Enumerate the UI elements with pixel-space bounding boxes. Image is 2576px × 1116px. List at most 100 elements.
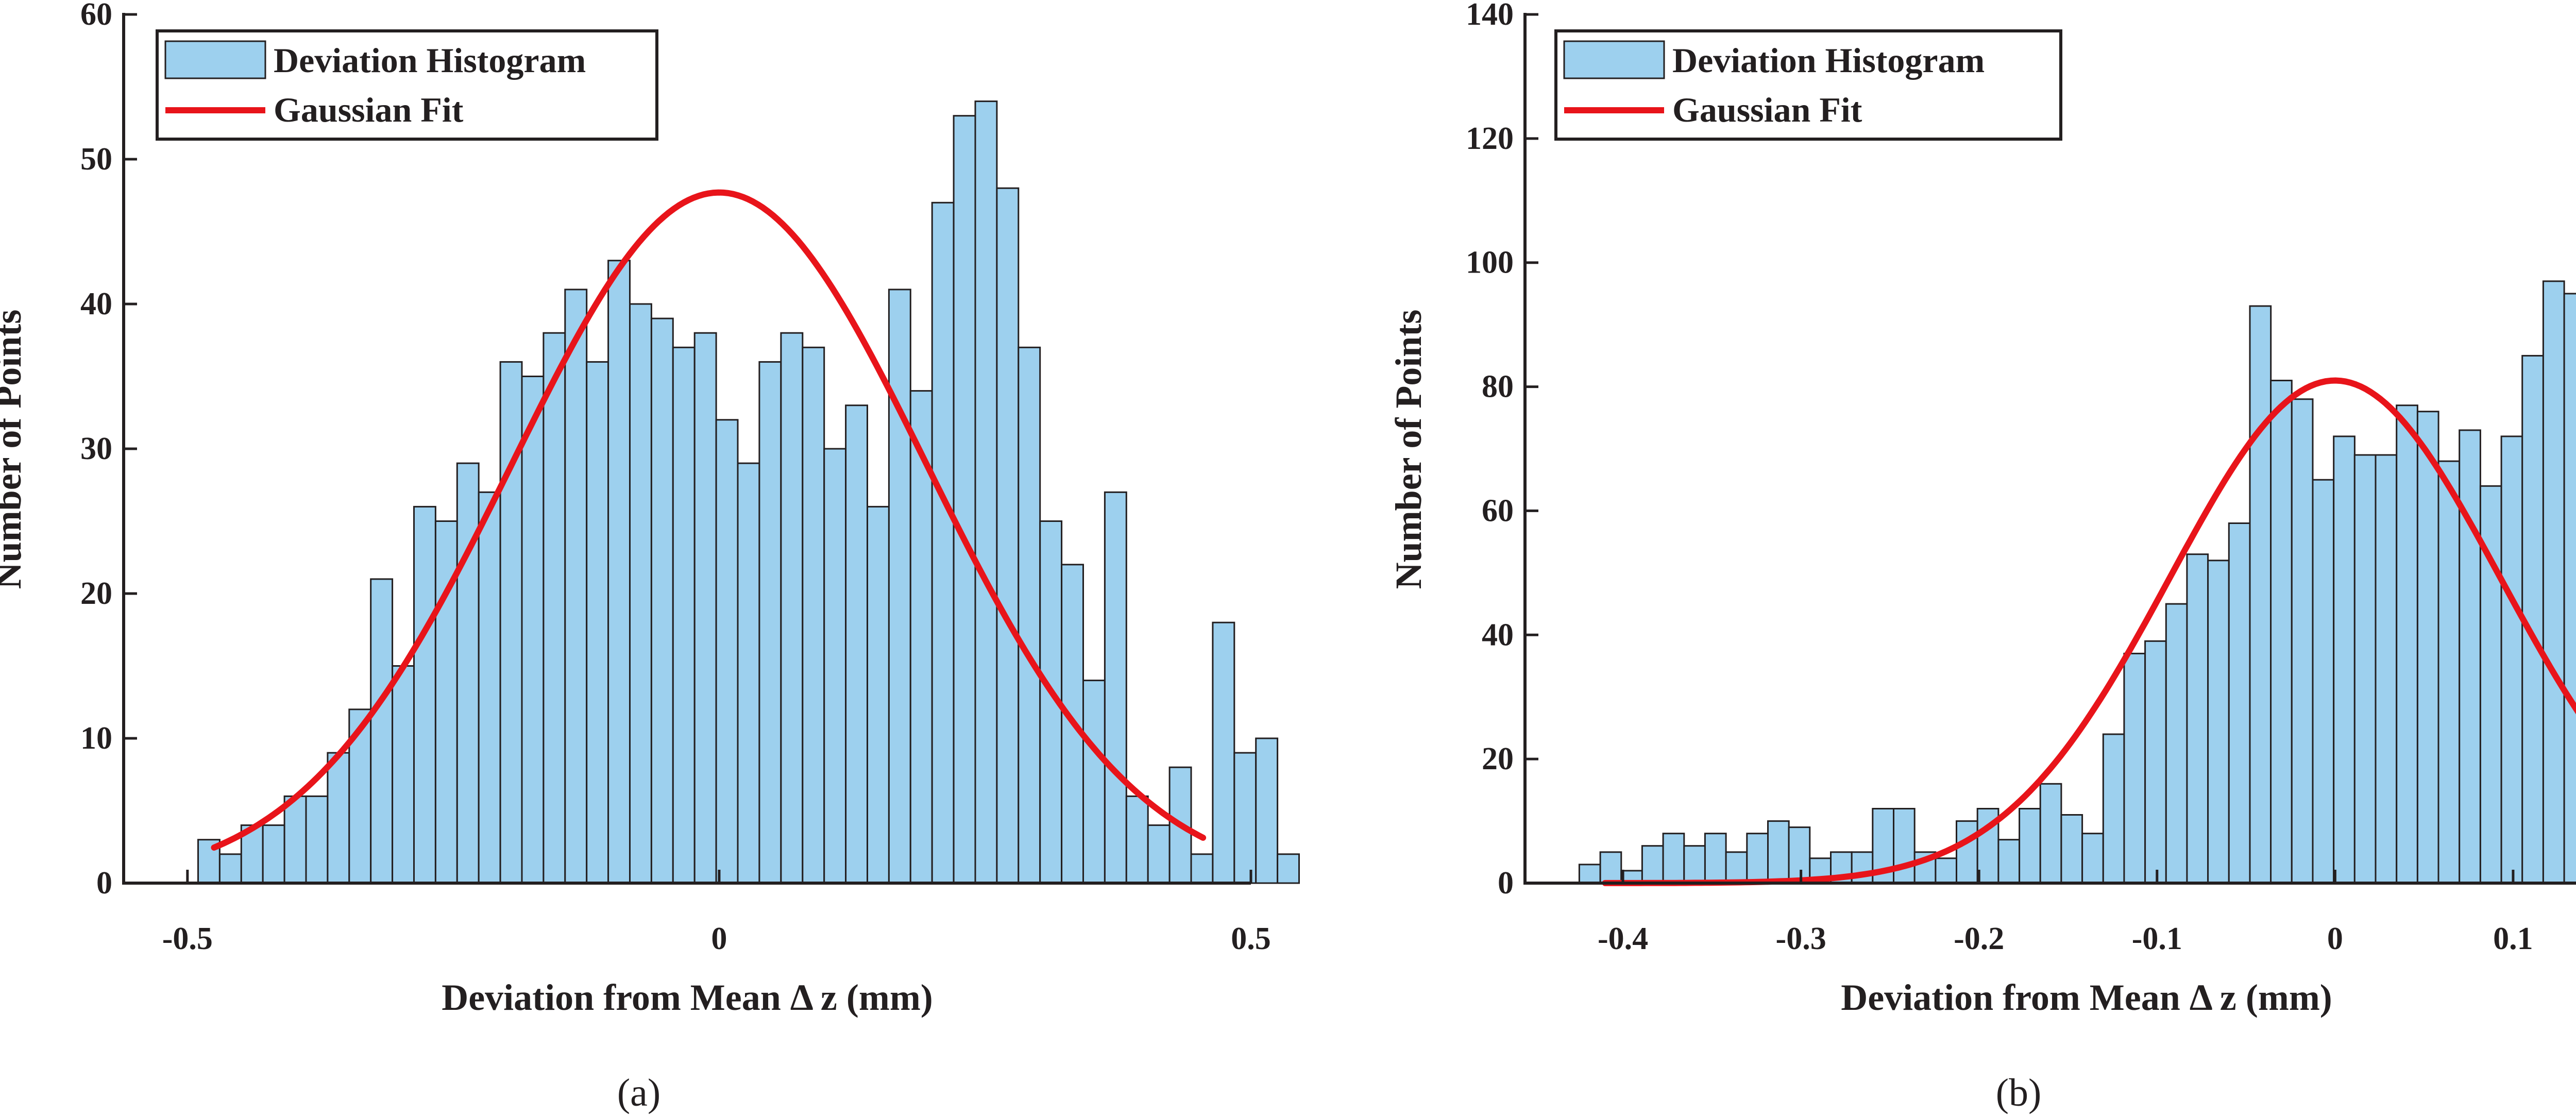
- x-tick-label: -0.2: [1954, 921, 2004, 956]
- x-tick-label: 0: [2327, 921, 2343, 956]
- histogram-bar: [2060, 814, 2083, 884]
- histogram-bar: [262, 824, 285, 884]
- legend-entry-fit: Gaussian Fit: [1672, 90, 1862, 129]
- histogram-bar: [1147, 824, 1171, 884]
- legend-entry-fit: Gaussian Fit: [274, 90, 464, 129]
- histogram-bar: [1104, 491, 1127, 884]
- histogram-bar: [1233, 752, 1257, 884]
- histogram-bar: [564, 289, 588, 884]
- histogram-bar: [2228, 522, 2251, 884]
- legend-entry-histogram: Deviation Histogram: [274, 41, 586, 80]
- histogram-bar: [2207, 560, 2230, 884]
- histogram-bar: [1082, 680, 1106, 884]
- histogram-bar: [370, 578, 394, 884]
- histogram-bar: [2375, 454, 2398, 884]
- y-tick-label: 40: [1482, 617, 1514, 652]
- y-tick-label: 100: [1466, 245, 1514, 280]
- histogram-bar: [456, 462, 480, 884]
- y-tick-label: 60: [80, 0, 112, 32]
- histogram-bar: [2291, 398, 2314, 884]
- histogram-bar: [715, 419, 739, 884]
- histogram-bar: [2353, 454, 2377, 884]
- histogram-bar: [802, 346, 825, 884]
- histogram-bar: [478, 491, 501, 884]
- histogram-bar: [672, 346, 696, 884]
- histogram-bar: [931, 201, 955, 884]
- histogram-bar: [974, 100, 998, 884]
- histogram-bar: [996, 187, 1020, 884]
- histogram-bar: [283, 795, 307, 884]
- histogram-bar: [2186, 553, 2209, 884]
- histogram-bar: [2416, 411, 2439, 884]
- y-tick-label: 120: [1466, 121, 1514, 156]
- histogram-bar: [888, 289, 911, 884]
- y-tick-label: 20: [80, 576, 112, 611]
- histogram-bar: [2144, 640, 2167, 884]
- histogram-bar: [1683, 845, 1706, 884]
- histogram-bar: [1725, 851, 1748, 884]
- histogram-bar: [2081, 833, 2104, 884]
- histogram-bar: [1893, 808, 1916, 884]
- histogram-bar: [392, 665, 415, 884]
- histogram-bar: [2102, 733, 2125, 884]
- y-tick-label: 0: [1498, 866, 1514, 901]
- histogram-bar: [780, 332, 804, 884]
- histogram-bar: [2123, 652, 2146, 884]
- histogram-bars: [197, 100, 1300, 884]
- histogram-bar: [2039, 783, 2062, 884]
- x-tick-label: -0.5: [162, 921, 213, 956]
- histogram-bar: [327, 752, 350, 884]
- y-tick-label: 80: [1482, 369, 1514, 404]
- histogram-bar: [737, 462, 760, 884]
- legend-entry-histogram: Deviation Histogram: [1672, 41, 1985, 80]
- histogram-bar: [2333, 435, 2355, 884]
- y-tick-label: 30: [80, 431, 112, 466]
- histogram-bar: [1935, 857, 1958, 884]
- histogram-bar: [499, 361, 523, 884]
- x-axis-title: Deviation from Mean Δ z (mm): [1841, 977, 2332, 1018]
- histogram-bar: [823, 448, 847, 884]
- histogram-bar: [693, 332, 717, 884]
- histogram-bar: [867, 505, 890, 884]
- histogram-bar: [2019, 808, 2041, 884]
- histogram-bar: [1190, 853, 1214, 884]
- histogram-bar: [1746, 833, 1769, 884]
- histogram-bar: [1018, 346, 1041, 884]
- histogram-bar: [1125, 795, 1149, 884]
- histogram-bar: [2459, 429, 2481, 884]
- histogram-bar: [650, 317, 674, 884]
- y-tick-label: 10: [80, 721, 112, 756]
- histogram-bar: [2165, 603, 2188, 884]
- histogram-bar: [758, 361, 782, 884]
- panel-caption: (a): [617, 1071, 660, 1114]
- histogram-bar: [413, 505, 436, 884]
- histogram-bar: [586, 361, 609, 884]
- x-tick-label: 0.5: [1231, 921, 1271, 956]
- y-tick-label: 60: [1482, 493, 1514, 528]
- histogram-bar: [1704, 833, 1727, 884]
- y-tick-label: 140: [1466, 0, 1514, 32]
- histogram-panel-a: 0 10 20 30 40 50 60 -0.5 0 0.5 Deviation from Mean…: [0, 0, 1300, 1114]
- x-tick-label: -0.4: [1598, 921, 1648, 956]
- histogram-bar: [1578, 864, 1601, 884]
- histogram-bar: [845, 404, 868, 884]
- x-tick-label: -0.3: [1776, 921, 1826, 956]
- histogram-bar: [1662, 833, 1685, 884]
- histogram-bar: [543, 332, 566, 884]
- histogram-bar: [953, 115, 976, 884]
- histogram-bar: [1255, 737, 1279, 884]
- histogram-bar: [2312, 479, 2335, 884]
- histogram-bar: [2563, 293, 2576, 884]
- histogram-bars: [1578, 280, 2576, 884]
- histogram-bar: [1599, 851, 1622, 884]
- legend-histogram-swatch: [164, 40, 266, 79]
- histogram-bar: [305, 795, 329, 884]
- x-tick-label: -0.1: [2132, 921, 2182, 956]
- histogram-bar: [1956, 820, 1978, 884]
- panel-caption: (b): [1996, 1071, 2042, 1114]
- histogram-bar: [1641, 845, 1664, 884]
- histogram-bar: [2500, 435, 2523, 884]
- histogram-bar: [1212, 621, 1235, 884]
- histogram-bar: [2437, 460, 2461, 884]
